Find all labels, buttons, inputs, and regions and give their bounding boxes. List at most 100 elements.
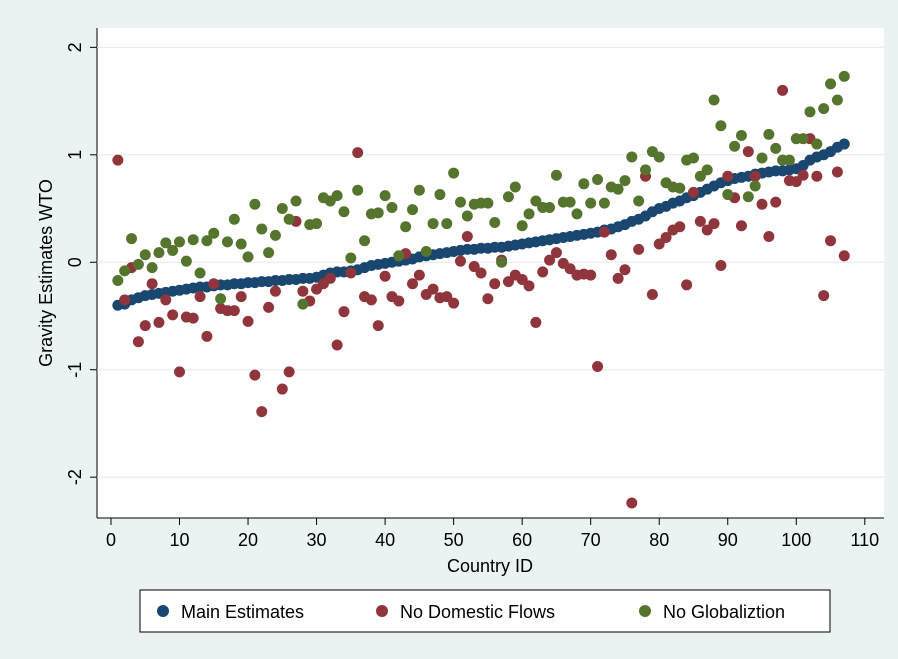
point: [701, 224, 713, 236]
point: [215, 293, 227, 305]
point: [461, 230, 473, 242]
point: [687, 186, 699, 198]
point: [715, 120, 727, 132]
point: [674, 182, 686, 194]
point: [544, 254, 556, 266]
point: [742, 191, 754, 203]
legend-marker: [157, 605, 169, 617]
point: [749, 180, 761, 192]
point: [269, 229, 281, 241]
point: [112, 275, 124, 287]
point: [194, 267, 206, 279]
point: [831, 166, 843, 178]
legend-label: No Globaliztion: [663, 602, 785, 622]
point: [502, 191, 514, 203]
point: [592, 360, 604, 372]
point: [619, 175, 631, 187]
point: [612, 272, 624, 284]
point: [352, 184, 364, 196]
point: [516, 273, 528, 285]
point: [338, 306, 350, 318]
point: [797, 133, 809, 145]
point: [427, 283, 439, 295]
point: [153, 247, 165, 259]
point: [831, 94, 843, 106]
point: [804, 106, 816, 118]
y-tick-label: 2: [65, 42, 85, 52]
x-tick-label: 110: [850, 530, 879, 550]
x-tick-label: 20: [238, 530, 258, 550]
point: [475, 267, 487, 279]
point: [187, 312, 199, 324]
point: [777, 84, 789, 96]
point: [523, 280, 535, 292]
point: [297, 285, 309, 297]
point: [413, 184, 425, 196]
point: [208, 227, 220, 239]
point: [160, 237, 172, 249]
point: [811, 138, 823, 150]
point: [619, 264, 631, 276]
point: [763, 230, 775, 242]
point: [838, 138, 850, 150]
point: [633, 195, 645, 207]
point: [550, 169, 562, 181]
point: [167, 244, 179, 256]
point: [626, 497, 638, 509]
point: [400, 221, 412, 233]
point: [167, 309, 179, 321]
point: [653, 238, 665, 250]
point: [372, 207, 384, 219]
point: [441, 291, 453, 303]
point: [482, 197, 494, 209]
point: [256, 223, 268, 235]
legend-marker: [639, 605, 651, 617]
point: [523, 208, 535, 220]
point: [331, 190, 343, 202]
point: [441, 218, 453, 230]
x-tick-label: 30: [307, 530, 327, 550]
point: [235, 291, 247, 303]
point: [544, 201, 556, 213]
point: [626, 151, 638, 163]
point: [263, 301, 275, 313]
point: [139, 249, 151, 261]
point: [578, 178, 590, 190]
y-tick-label: -1: [65, 362, 85, 378]
point: [235, 238, 247, 250]
point: [516, 220, 528, 232]
point: [770, 196, 782, 208]
point: [742, 146, 754, 158]
point: [372, 320, 384, 332]
point: [811, 170, 823, 182]
point: [393, 295, 405, 307]
point: [242, 315, 254, 327]
point: [256, 406, 268, 418]
point: [208, 278, 220, 290]
point: [729, 140, 741, 152]
point: [146, 278, 158, 290]
x-tick-label: 60: [512, 530, 532, 550]
point: [640, 164, 652, 176]
legend-marker: [376, 605, 388, 617]
point: [221, 236, 233, 248]
point: [139, 320, 151, 332]
point: [146, 262, 158, 274]
point: [496, 256, 508, 268]
point: [283, 366, 295, 378]
legend-label: Main Estimates: [181, 602, 304, 622]
point: [454, 196, 466, 208]
point: [427, 218, 439, 230]
point: [585, 269, 597, 281]
point: [379, 190, 391, 202]
point: [722, 170, 734, 182]
y-tick-label: -2: [65, 469, 85, 485]
point: [489, 216, 501, 228]
point: [448, 297, 460, 309]
x-axis-title: Country ID: [447, 556, 533, 576]
point: [407, 278, 419, 290]
point: [119, 265, 131, 277]
x-tick-label: 0: [106, 530, 116, 550]
point: [653, 151, 665, 163]
